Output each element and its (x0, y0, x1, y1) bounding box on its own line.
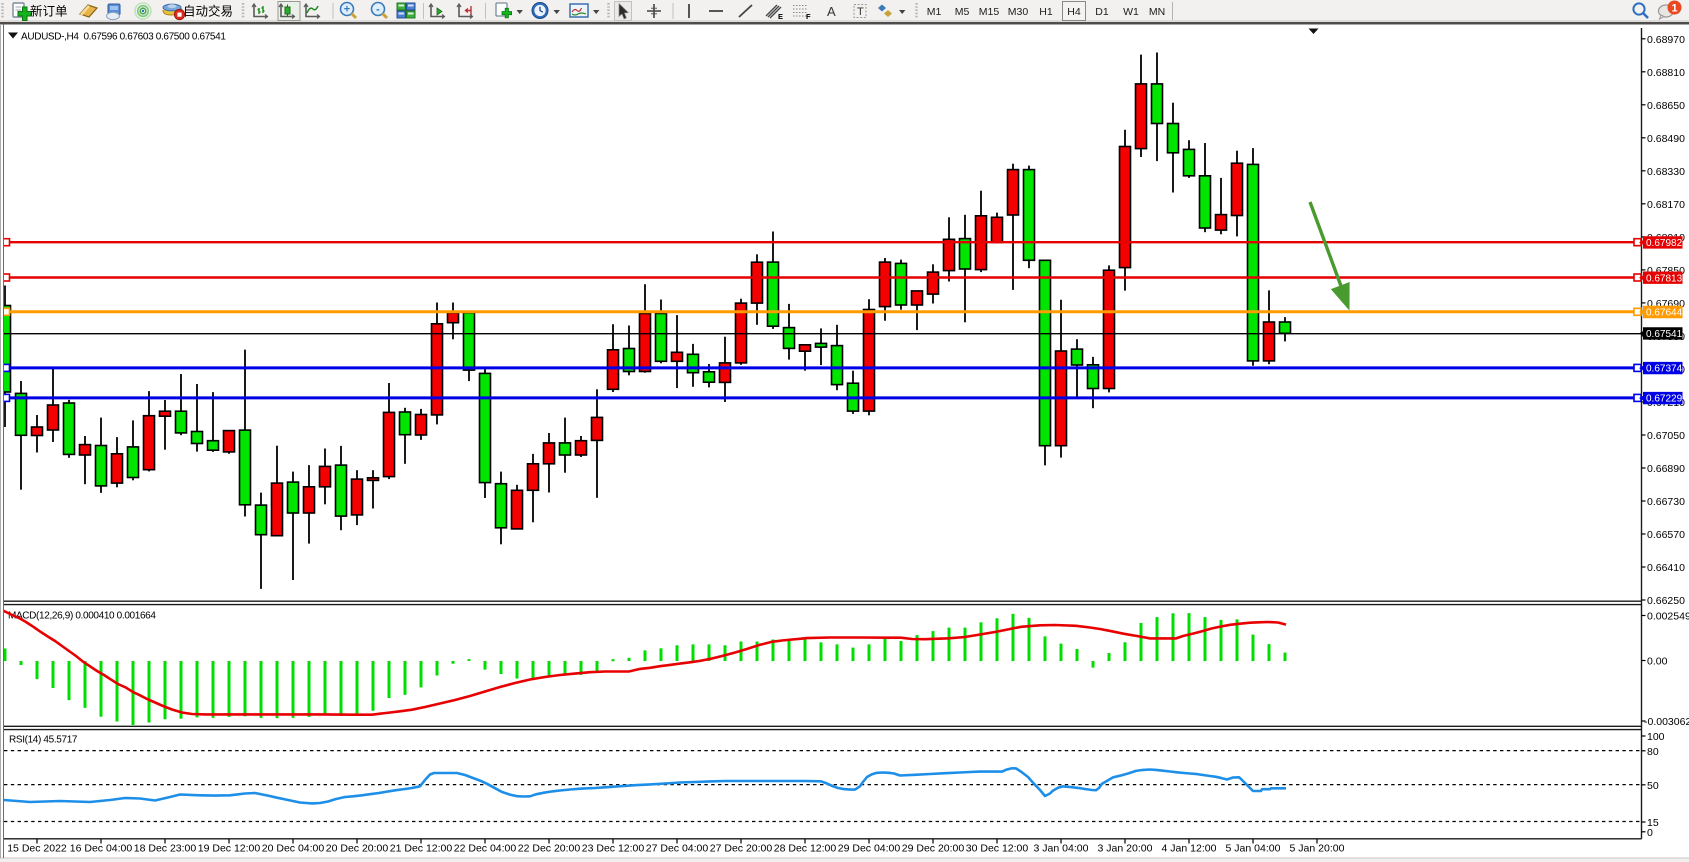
svg-text:0.68330: 0.68330 (1647, 166, 1685, 178)
svg-text:15: 15 (1647, 817, 1659, 829)
svg-text:0.67229: 0.67229 (1646, 394, 1683, 405)
svg-text:22 Dec 20:00: 22 Dec 20:00 (518, 843, 581, 855)
svg-text:0: 0 (1647, 827, 1653, 839)
svg-text:3 Jan 04:00: 3 Jan 04:00 (1034, 843, 1089, 855)
svg-text:M15: M15 (979, 6, 1000, 18)
svg-text:MN: MN (1149, 6, 1165, 18)
svg-text:20 Dec 04:00: 20 Dec 04:00 (262, 843, 325, 855)
svg-text:0.66250: 0.66250 (1647, 595, 1685, 607)
svg-text:20 Dec 20:00: 20 Dec 20:00 (326, 843, 389, 855)
svg-text:18 Dec 23:00: 18 Dec 23:00 (134, 843, 197, 855)
svg-text:A: A (827, 4, 836, 19)
svg-text:-0.003062: -0.003062 (1644, 716, 1689, 728)
svg-text:15 Dec 2022: 15 Dec 2022 (7, 843, 67, 855)
svg-text:21 Dec 12:00: 21 Dec 12:00 (390, 843, 453, 855)
svg-text:H4: H4 (1067, 6, 1081, 18)
svg-text:0.68650: 0.68650 (1647, 100, 1685, 112)
svg-text:MACD(12,26,9) 0.000410 0.00166: MACD(12,26,9) 0.000410 0.001664 (8, 611, 156, 622)
svg-text:0.66730: 0.66730 (1647, 496, 1685, 508)
svg-text:30 Dec 12:00: 30 Dec 12:00 (966, 843, 1029, 855)
svg-text:F: F (806, 12, 811, 21)
svg-text:-: - (376, 4, 380, 16)
svg-text:W1: W1 (1123, 6, 1139, 18)
svg-text:自动交易: 自动交易 (183, 4, 233, 19)
svg-text:M5: M5 (955, 6, 970, 18)
svg-text:27 Dec 20:00: 27 Dec 20:00 (710, 843, 773, 855)
svg-text:H1: H1 (1039, 6, 1053, 18)
svg-text:27 Dec 04:00: 27 Dec 04:00 (646, 843, 709, 855)
svg-text:3 Jan 20:00: 3 Jan 20:00 (1098, 843, 1153, 855)
svg-text:0.67050: 0.67050 (1647, 430, 1685, 442)
svg-text:0.66890: 0.66890 (1647, 463, 1685, 475)
svg-text:0.66410: 0.66410 (1647, 562, 1685, 574)
svg-text:0.002549: 0.002549 (1647, 611, 1689, 623)
svg-text:0.68810: 0.68810 (1647, 67, 1685, 79)
svg-text:0.68170: 0.68170 (1647, 199, 1685, 211)
svg-text:50: 50 (1647, 780, 1659, 792)
svg-text:M30: M30 (1008, 6, 1029, 18)
svg-text:新订单: 新订单 (30, 4, 68, 19)
svg-text:23 Dec 12:00: 23 Dec 12:00 (582, 843, 645, 855)
svg-text:+: + (344, 4, 350, 16)
svg-text:29 Dec 20:00: 29 Dec 20:00 (902, 843, 965, 855)
svg-text:0.67813: 0.67813 (1646, 273, 1683, 284)
svg-text:5 Jan 04:00: 5 Jan 04:00 (1226, 843, 1281, 855)
svg-text:0.00: 0.00 (1647, 656, 1668, 668)
svg-text:0.67374: 0.67374 (1646, 364, 1683, 375)
svg-text:T: T (857, 6, 864, 18)
svg-text:28 Dec 12:00: 28 Dec 12:00 (774, 843, 837, 855)
svg-text:19 Dec 12:00: 19 Dec 12:00 (198, 843, 261, 855)
svg-text:0.68970: 0.68970 (1647, 34, 1685, 46)
svg-text:22 Dec 04:00: 22 Dec 04:00 (454, 843, 517, 855)
svg-text:5 Jan 20:00: 5 Jan 20:00 (1290, 843, 1345, 855)
svg-text:100: 100 (1647, 731, 1665, 743)
svg-text:RSI(14) 45.5717: RSI(14) 45.5717 (9, 735, 78, 746)
svg-text:AUDUSD-,H4 0.67596 0.67603 0.: AUDUSD-,H4 0.67596 0.67603 0.67500 0.675… (21, 32, 226, 43)
svg-text:0.67982: 0.67982 (1646, 238, 1683, 249)
svg-text:29 Dec 04:00: 29 Dec 04:00 (838, 843, 901, 855)
svg-text:16 Dec 04:00: 16 Dec 04:00 (70, 843, 133, 855)
svg-text:0.66570: 0.66570 (1647, 529, 1685, 541)
svg-text:M1: M1 (927, 6, 942, 18)
svg-text:0.67644: 0.67644 (1646, 308, 1683, 319)
svg-text:80: 80 (1647, 746, 1659, 758)
svg-text:4 Jan 12:00: 4 Jan 12:00 (1162, 843, 1217, 855)
svg-text:1: 1 (1671, 3, 1677, 15)
svg-text:E: E (778, 12, 783, 21)
svg-text:0.67541: 0.67541 (1646, 329, 1683, 340)
svg-text:0.68490: 0.68490 (1647, 133, 1685, 145)
svg-text:D1: D1 (1095, 6, 1109, 18)
